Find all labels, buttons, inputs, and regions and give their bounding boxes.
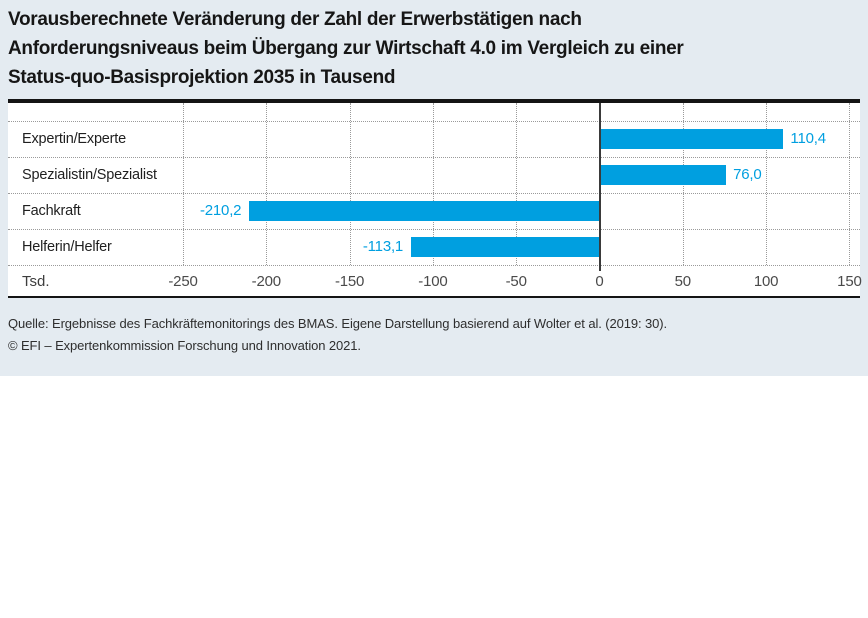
x-gridline <box>516 103 518 265</box>
plot-area: Tsd. -250 -200 -150 -100 -50 0 50 100 150 Experti… <box>8 103 862 296</box>
chart-title: Vorausberechnete Veränderung der Zahl de… <box>8 5 862 92</box>
source-line: Quelle: Ergebnisse des Fachkräftemonitor… <box>8 316 668 331</box>
axis-unit-label: Tsd. <box>22 273 50 290</box>
chart-title-line-1: Vorausberechnete Veränderung der Zahl de… <box>8 9 582 30</box>
x-tick-label: 50 <box>674 273 692 290</box>
chart-title-line-3: Status-quo-Basisprojektion 2035 in Tause… <box>8 67 396 88</box>
x-tick-label: -200 <box>251 273 281 290</box>
x-tick-label: 100 <box>753 273 779 290</box>
bar-value-label: -113,1 <box>362 238 404 255</box>
x-tick-label: -100 <box>418 273 448 290</box>
row-separator-line <box>8 193 860 194</box>
x-tick-label: -250 <box>168 273 198 290</box>
x-tick-label: -150 <box>334 273 365 290</box>
chart-title-line-2: Anforderungsniveaus beim Übergang zur Wi… <box>8 38 684 59</box>
bar-chart: Tsd. -250 -200 -150 -100 -50 0 50 100 150 Experti… <box>8 99 862 298</box>
x-gridline <box>266 103 268 265</box>
category-label: Helferin/Helfer <box>22 239 112 255</box>
value-bar <box>249 201 600 221</box>
value-bar <box>599 165 727 185</box>
category-label: Expertin/Experte <box>22 131 126 147</box>
x-tick-label: 150 <box>837 273 862 290</box>
x-gridline <box>766 103 768 265</box>
copyright-line: © EFI – Expertenkommission Forschung und… <box>8 337 361 353</box>
value-bar <box>411 237 600 257</box>
source-block: Quelle: Ergebnisse des Fachkräftemonitor… <box>8 313 862 356</box>
x-gridline <box>849 103 851 265</box>
row-separator-line <box>8 229 860 230</box>
x-tick-label: -50 <box>505 273 527 290</box>
bar-value-label: -210,2 <box>199 202 242 219</box>
category-label: Fachkraft <box>22 203 81 219</box>
x-tick-label: 0 <box>595 273 604 290</box>
row-separator-line <box>8 121 860 122</box>
zero-axis-line <box>598 103 601 271</box>
x-gridline <box>432 103 434 265</box>
value-bar <box>599 129 784 149</box>
x-gridline <box>183 103 184 265</box>
row-separator-line <box>8 265 860 266</box>
x-gridline <box>349 103 351 265</box>
bar-value-label: 110,4 <box>790 130 826 147</box>
bar-value-label: 76,0 <box>733 166 762 183</box>
row-separator-line <box>8 157 860 158</box>
category-label: Spezialistin/Spezialist <box>22 167 157 183</box>
